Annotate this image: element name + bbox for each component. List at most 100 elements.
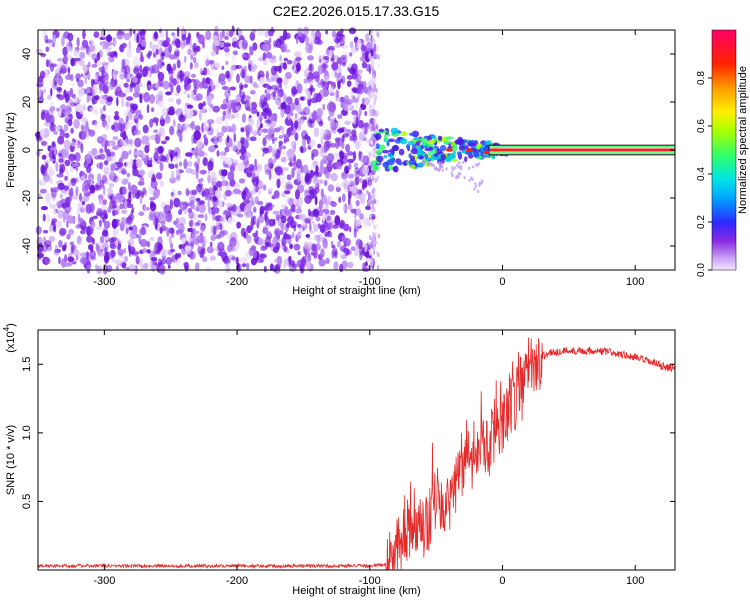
noise-speckle	[79, 51, 86, 60]
noise-speckle	[96, 225, 104, 230]
noise-speckle	[176, 59, 181, 69]
signal-speckle	[458, 161, 461, 165]
noise-speckle	[145, 154, 149, 161]
noise-speckle	[355, 200, 360, 207]
noise-speckle	[352, 134, 358, 141]
noise-speckle	[115, 192, 121, 202]
noise-speckle	[219, 199, 223, 210]
noise-speckle	[82, 64, 86, 72]
noise-speckle	[178, 133, 183, 143]
noise-speckle	[76, 103, 83, 113]
noise-speckle	[91, 63, 98, 68]
noise-speckle	[372, 198, 377, 205]
noise-speckle	[104, 246, 108, 257]
signal-speckle	[427, 139, 436, 144]
noise-speckle	[133, 129, 141, 136]
signal-speckle	[383, 154, 388, 159]
noise-speckle	[135, 46, 141, 54]
noise-speckle	[315, 234, 324, 242]
noise-speckle	[309, 223, 312, 233]
signal-speckle	[400, 131, 408, 137]
noise-speckle	[241, 190, 247, 200]
noise-speckle	[236, 221, 242, 229]
noise-speckle	[281, 145, 286, 150]
noise-speckle	[330, 240, 334, 246]
x-tick-label: -100	[359, 276, 381, 288]
noise-speckle	[43, 88, 46, 94]
noise-speckle	[294, 97, 300, 106]
noise-speckle	[357, 85, 365, 95]
noise-speckle	[355, 116, 359, 126]
noise-speckle	[42, 213, 46, 222]
noise-speckle	[171, 32, 176, 36]
noise-speckle	[80, 175, 86, 180]
colorbar-tick-label: 0.4	[696, 167, 707, 181]
signal-speckle	[407, 140, 415, 146]
noise-speckle	[157, 146, 165, 153]
noise-speckle	[262, 147, 270, 154]
noise-speckle	[270, 65, 278, 76]
noise-speckle	[296, 184, 305, 194]
noise-speckle	[121, 168, 126, 175]
noise-speckle	[246, 192, 252, 199]
noise-speckle	[104, 125, 110, 131]
noise-speckle	[80, 257, 88, 264]
noise-speckle	[242, 113, 246, 123]
noise-speckle	[93, 31, 100, 38]
noise-speckle	[68, 228, 74, 236]
noise-speckle	[140, 191, 145, 199]
noise-speckle	[290, 140, 296, 148]
noise-speckle	[342, 133, 350, 138]
signal-speckle	[464, 156, 468, 163]
noise-speckle	[115, 259, 123, 267]
noise-speckle	[165, 91, 172, 96]
noise-speckle	[96, 136, 104, 144]
noise-speckle	[370, 261, 374, 267]
noise-speckle	[269, 123, 276, 128]
noise-speckle	[207, 119, 215, 125]
signal-speckle	[478, 181, 481, 185]
noise-speckle	[56, 173, 64, 178]
noise-speckle	[372, 249, 376, 255]
noise-speckle	[291, 167, 295, 179]
signal-speckle	[441, 168, 444, 172]
noise-speckle	[44, 160, 50, 165]
noise-speckle	[158, 98, 164, 108]
snr-scale-factor: (x104)	[2, 323, 17, 353]
noise-speckle	[178, 161, 183, 167]
noise-speckle	[271, 138, 275, 145]
colorbar-tick-label: 0.8	[696, 71, 707, 85]
noise-speckle	[375, 88, 378, 93]
noise-speckle	[125, 86, 131, 94]
noise-speckle	[97, 252, 105, 257]
noise-speckle	[233, 112, 240, 119]
noise-speckle	[324, 231, 328, 237]
noise-speckle	[138, 169, 145, 176]
signal-speckle	[440, 161, 443, 165]
noise-speckle	[281, 167, 289, 172]
noise-speckle	[84, 66, 88, 74]
noise-speckle	[373, 97, 377, 106]
noise-speckle	[231, 143, 236, 152]
noise-speckle	[267, 230, 272, 236]
noise-speckle	[215, 224, 222, 230]
noise-speckle	[137, 180, 145, 186]
noise-speckle	[278, 135, 284, 139]
noise-speckle	[167, 97, 174, 103]
noise-speckle	[58, 153, 62, 157]
noise-speckle	[139, 64, 143, 73]
noise-speckle	[79, 252, 85, 258]
noise-speckle	[312, 175, 317, 185]
noise-speckle	[304, 217, 310, 224]
noise-speckle	[371, 176, 375, 182]
signal-speckle	[474, 184, 477, 189]
noise-speckle	[178, 244, 183, 250]
noise-speckle	[267, 133, 272, 141]
noise-speckle	[291, 91, 296, 97]
signal-speckle	[468, 166, 471, 170]
noise-speckle	[271, 91, 276, 97]
noise-speckle	[325, 75, 329, 84]
noise-speckle	[188, 211, 195, 220]
noise-speckle	[309, 169, 314, 179]
noise-speckle	[313, 209, 320, 218]
